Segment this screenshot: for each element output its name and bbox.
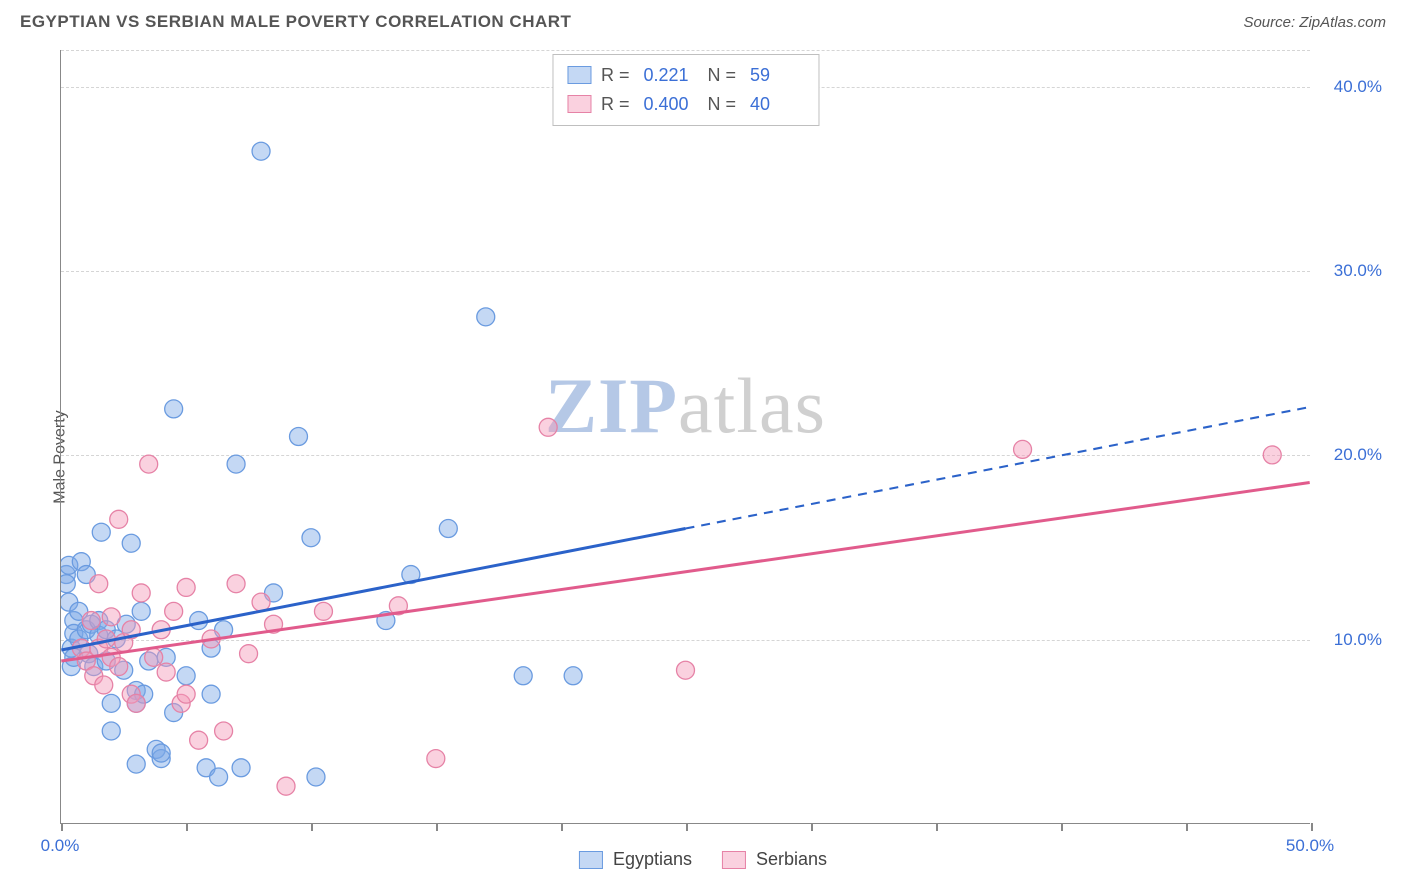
chart-container: Male Poverty ZIPatlas R = 0.221 N = 59 R…	[20, 42, 1386, 872]
swatch-serbians	[567, 95, 591, 113]
legend-label-serbians: Serbians	[756, 849, 827, 870]
source-label: Source: ZipAtlas.com	[1243, 14, 1386, 31]
n-label: N =	[708, 90, 737, 119]
legend-item-serbians: Serbians	[722, 849, 827, 870]
x-tick-label: 0.0%	[41, 836, 80, 856]
y-tick-label: 30.0%	[1334, 261, 1382, 281]
n-value-serbians: 40	[750, 90, 800, 119]
r-value-serbians: 0.400	[644, 90, 694, 119]
n-value-egyptians: 59	[750, 61, 800, 90]
series-legend: Egyptians Serbians	[579, 849, 827, 870]
n-label: N =	[708, 61, 737, 90]
stats-legend: R = 0.221 N = 59 R = 0.400 N = 40	[552, 54, 819, 126]
legend-swatch-serbians	[722, 851, 746, 869]
stats-row-egyptians: R = 0.221 N = 59	[567, 61, 804, 90]
legend-label-egyptians: Egyptians	[613, 849, 692, 870]
legend-swatch-egyptians	[579, 851, 603, 869]
stats-row-serbians: R = 0.400 N = 40	[567, 90, 804, 119]
legend-item-egyptians: Egyptians	[579, 849, 692, 870]
y-tick-label: 10.0%	[1334, 630, 1382, 650]
swatch-egyptians	[567, 66, 591, 84]
r-value-egyptians: 0.221	[644, 61, 694, 90]
r-label: R =	[601, 61, 630, 90]
chart-title: EGYPTIAN VS SERBIAN MALE POVERTY CORRELA…	[20, 12, 571, 32]
trend-lines	[61, 50, 1310, 823]
y-tick-label: 20.0%	[1334, 445, 1382, 465]
r-label: R =	[601, 90, 630, 119]
x-tick-label: 50.0%	[1286, 836, 1334, 856]
plot-area: ZIPatlas R = 0.221 N = 59 R = 0.400 N = …	[60, 50, 1310, 824]
y-tick-label: 40.0%	[1334, 77, 1382, 97]
